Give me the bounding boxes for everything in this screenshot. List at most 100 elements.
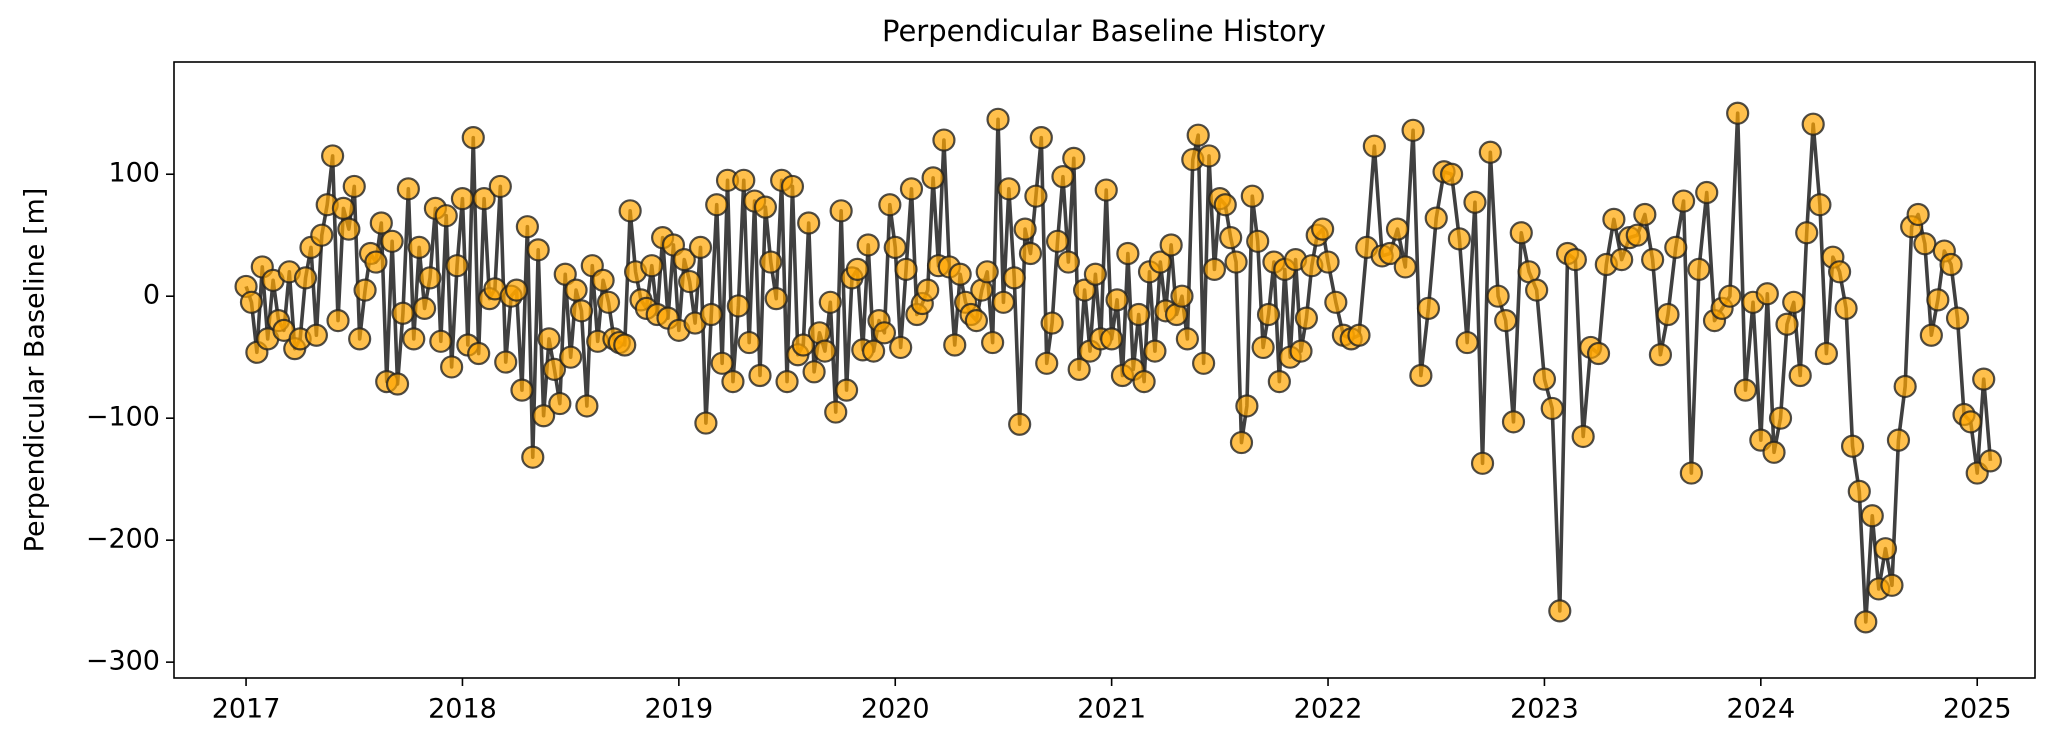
data-point <box>1362 134 1386 158</box>
data-point <box>1311 217 1335 241</box>
data-point <box>1105 288 1129 312</box>
data-point <box>1197 144 1221 168</box>
data-point <box>726 294 750 318</box>
data-point <box>1548 599 1572 623</box>
data-point <box>526 238 550 262</box>
data-point <box>1294 306 1318 330</box>
data-point <box>964 308 988 333</box>
data-point <box>521 445 545 469</box>
data-point <box>981 330 1005 355</box>
data-point <box>461 126 485 150</box>
data-point <box>1788 363 1812 388</box>
data-point <box>705 193 729 217</box>
data-point <box>889 335 913 360</box>
data-point <box>1094 178 1118 202</box>
data-point <box>429 329 453 353</box>
data-point <box>1439 162 1464 186</box>
data-point <box>1633 202 1657 227</box>
data-point <box>1470 451 1495 475</box>
data-point <box>1834 296 1858 320</box>
data-point <box>1186 123 1210 147</box>
data-point <box>1768 406 1793 430</box>
data-point <box>559 345 583 369</box>
data-point <box>1029 126 1053 150</box>
plot-frame <box>173 61 2036 679</box>
data-point <box>591 268 615 292</box>
data-point <box>1563 248 1587 272</box>
data-point <box>1463 190 1487 214</box>
data-point <box>1695 180 1719 205</box>
data-point <box>1024 184 1048 208</box>
data-point <box>1509 221 1533 245</box>
data-point <box>856 233 880 257</box>
data-point <box>1801 112 1825 136</box>
data-point <box>1775 312 1799 336</box>
data-point <box>1827 260 1852 284</box>
data-point <box>326 308 350 333</box>
data-point <box>1494 308 1518 333</box>
data-point <box>1733 378 1758 402</box>
data-point <box>1913 232 1937 256</box>
data-point <box>883 235 907 260</box>
data-point <box>640 254 664 278</box>
data-point <box>304 323 328 347</box>
data-point <box>467 341 491 366</box>
data-point <box>434 204 458 228</box>
data-point <box>1939 252 1963 277</box>
data-point <box>1100 327 1124 351</box>
data-point <box>1240 184 1264 208</box>
y-tick-label: 0 <box>143 280 160 311</box>
data-point <box>1854 610 1878 634</box>
data-point <box>1873 537 1898 561</box>
data-point <box>1840 434 1865 458</box>
data-point <box>1175 327 1199 351</box>
data-point <box>450 187 475 211</box>
y-tick-label: −300 <box>86 646 160 677</box>
data-point <box>1540 396 1564 421</box>
data-point <box>1959 410 1983 434</box>
y-tick-label: −100 <box>86 402 160 433</box>
data-point <box>532 404 556 428</box>
data-point <box>1148 250 1172 274</box>
data-point <box>1202 257 1227 281</box>
data-point <box>1679 461 1703 485</box>
data-point <box>613 333 637 357</box>
data-point <box>1726 101 1750 125</box>
data-point <box>331 196 356 220</box>
data-point <box>732 168 756 192</box>
data-point <box>818 290 842 314</box>
data-point <box>1893 374 1917 399</box>
data-point <box>1478 140 1502 164</box>
data-point <box>396 177 420 201</box>
data-point <box>1347 323 1371 347</box>
data-point <box>472 187 496 211</box>
data-point <box>1671 189 1696 213</box>
data-point <box>369 211 393 235</box>
data-point <box>1718 284 1742 308</box>
data-point <box>1641 248 1665 272</box>
data-point <box>872 321 897 345</box>
data-point <box>1886 428 1911 452</box>
data-point <box>1648 343 1673 367</box>
data-point <box>753 195 778 219</box>
data-point <box>1978 449 2003 473</box>
data-point <box>494 350 518 374</box>
data-point <box>932 128 956 152</box>
data-point <box>510 378 534 402</box>
data-point <box>1018 241 1043 266</box>
data-point <box>721 369 745 394</box>
data-point <box>342 174 366 199</box>
data-point <box>1008 412 1032 436</box>
data-point <box>1610 248 1634 272</box>
data-point <box>418 266 442 290</box>
data-point <box>504 278 529 302</box>
x-tick-label: 2023 <box>1510 694 1579 725</box>
data-point <box>1219 226 1243 250</box>
data-point <box>1083 262 1108 286</box>
data-point <box>391 301 415 325</box>
data-point <box>678 269 702 294</box>
data-point <box>1762 440 1786 464</box>
data-point <box>1860 504 1884 528</box>
data-point <box>780 174 805 199</box>
